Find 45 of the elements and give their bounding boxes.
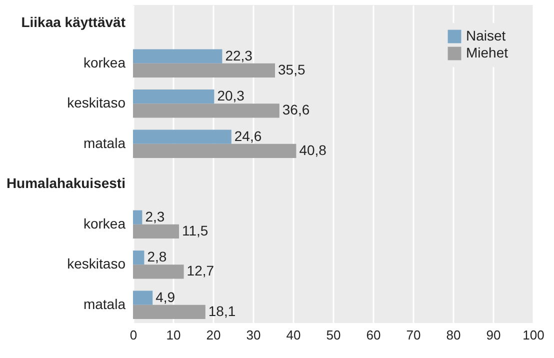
bar (133, 104, 280, 118)
y-tick-label: Liikaa käyttävät (21, 14, 126, 30)
y-tick-label: Humalahakuisesti (6, 175, 126, 192)
data-label: 2,3 (145, 208, 165, 224)
data-label: 36,6 (282, 102, 310, 118)
y-tick-label: matala (83, 296, 126, 312)
bar (133, 224, 179, 238)
y-tick-label: keskitaso (67, 256, 126, 272)
data-label: 12,7 (186, 262, 214, 279)
x-tick-label: 90 (486, 328, 501, 342)
bar (133, 250, 144, 265)
bar (133, 304, 206, 319)
x-tick-label: 80 (446, 328, 461, 342)
data-label: 11,5 (182, 222, 208, 238)
x-tick-label: 40 (286, 328, 301, 342)
x-tick-label: 10 (166, 328, 181, 342)
bar (133, 144, 296, 158)
x-tick-label: 100 (522, 328, 544, 342)
bar (133, 49, 222, 64)
legend-label: Naiset (466, 28, 506, 44)
data-label: 2,8 (147, 248, 167, 265)
bar (133, 210, 142, 224)
data-label: 40,8 (299, 142, 327, 158)
bar (133, 264, 184, 279)
data-label: 4,9 (156, 288, 176, 305)
x-tick-label: 60 (366, 328, 381, 342)
y-tick-label: korkea (83, 54, 126, 70)
x-tick-label: 0 (130, 328, 138, 342)
y-tick-label: korkea (83, 215, 126, 232)
y-tick-label: keskitaso (67, 94, 126, 111)
x-tick-label: 20 (206, 328, 221, 342)
bar (133, 290, 153, 305)
bar (133, 90, 214, 104)
data-label: 22,3 (225, 47, 253, 64)
bar (133, 63, 275, 78)
x-tick-label: 70 (406, 328, 421, 342)
y-tick-label: matala (83, 134, 126, 151)
bar (133, 130, 232, 144)
data-label: 18,1 (208, 302, 236, 319)
legend-label: Miehet (466, 44, 508, 60)
x-tick-label: 30 (246, 328, 261, 342)
data-label: 20,3 (217, 88, 245, 104)
data-label: 35,5 (278, 61, 306, 78)
data-label: 24,6 (234, 128, 262, 144)
x-tick-label: 50 (326, 328, 341, 342)
